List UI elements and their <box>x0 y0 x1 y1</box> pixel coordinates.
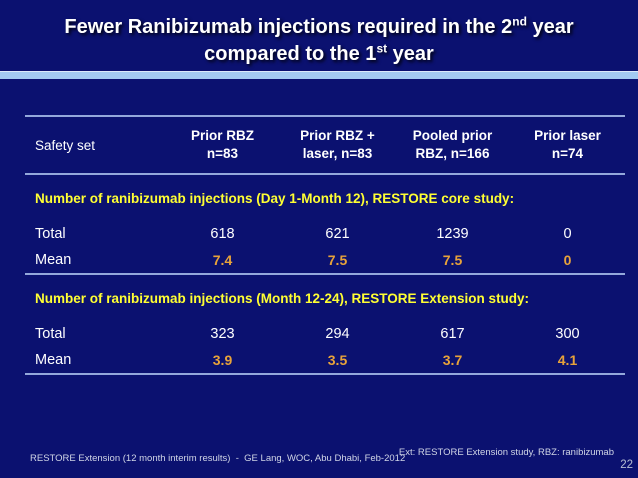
cell-value: 7.5 <box>442 252 463 268</box>
title-superscript: st <box>376 41 388 56</box>
cell-value: 1239 <box>436 226 469 242</box>
title-text: year <box>387 43 434 65</box>
cell-value: 621 <box>325 226 350 242</box>
table-divider <box>25 115 625 117</box>
slide-title-line1: Fewer Ranibizumab injections required in… <box>0 14 638 41</box>
column-header-prior-laser: Prior laser n=74 <box>510 127 625 163</box>
row-label: Total <box>35 326 66 342</box>
cell-value: 323 <box>210 326 235 342</box>
footer-citation: RESTORE Extension (12 month interim resu… <box>30 453 406 464</box>
cell-value: 3.7 <box>442 352 463 368</box>
column-header-line: Prior laser <box>534 128 601 143</box>
row-label: Mean <box>35 352 72 368</box>
title-text: year <box>526 16 574 38</box>
slide-page-number: 22 <box>620 459 633 471</box>
column-header-line: RBZ, n=166 <box>415 146 490 161</box>
column-header-line: Pooled prior <box>412 128 493 143</box>
table-row-mean-core: Mean 7.4 7.5 7.5 0 <box>25 247 625 273</box>
title-superscript: nd <box>512 14 527 29</box>
row-label: Total <box>35 226 66 242</box>
cell-value: 0 <box>563 252 572 268</box>
column-header-line: Prior RBZ <box>190 128 254 143</box>
table-row-mean-extension: Mean 3.9 3.5 3.7 4.1 <box>25 347 625 373</box>
cell-value: 3.9 <box>212 352 233 368</box>
column-header-line: laser, n=83 <box>302 146 373 161</box>
row-label: Mean <box>35 252 72 268</box>
cell-value: 300 <box>555 326 580 342</box>
cell-value: 4.1 <box>557 352 578 368</box>
title-divider-bar <box>0 71 638 79</box>
table-divider <box>25 273 625 275</box>
cell-value: 7.5 <box>327 252 348 268</box>
table-header-row: Safety set Prior RBZ n=83 Prior RBZ + la… <box>25 117 625 173</box>
slide-title-line2: compared to the 1st year <box>0 41 638 68</box>
cell-value: 7.4 <box>212 252 233 268</box>
title-text: compared to the 1 <box>204 43 377 65</box>
table-row-total-extension: Total 323 294 617 300 <box>25 321 625 347</box>
column-header-prior-rbz: Prior RBZ n=83 <box>165 127 280 163</box>
cell-value: 617 <box>440 326 465 342</box>
column-header-line: n=83 <box>206 146 239 161</box>
section-heading-extension-study: Number of ranibizumab injections (Month … <box>35 291 530 306</box>
section-heading-core-study: Number of ranibizumab injections (Day 1-… <box>35 191 515 206</box>
injections-table: Safety set Prior RBZ n=83 Prior RBZ + la… <box>25 115 625 375</box>
cell-value: 3.5 <box>327 352 348 368</box>
footer-abbreviations: Ext: RESTORE Extension study, RBZ: ranib… <box>398 447 614 458</box>
column-header-pooled-prior-rbz: Pooled prior RBZ, n=166 <box>395 127 510 163</box>
cell-value: 294 <box>325 326 350 342</box>
title-text: Fewer Ranibizumab injections required in… <box>64 16 513 38</box>
column-header-line: Prior RBZ + <box>300 128 375 143</box>
table-divider <box>25 173 625 175</box>
cell-value: 618 <box>210 226 235 242</box>
column-header-line: n=74 <box>551 146 584 161</box>
table-row-total-core: Total 618 621 1239 0 <box>25 221 625 247</box>
table-corner-label: Safety set <box>35 137 96 153</box>
table-divider <box>25 373 625 375</box>
slide-title: Fewer Ranibizumab injections required in… <box>0 14 638 68</box>
cell-value: 0 <box>563 226 572 242</box>
column-header-prior-rbz-laser: Prior RBZ + laser, n=83 <box>280 127 395 163</box>
